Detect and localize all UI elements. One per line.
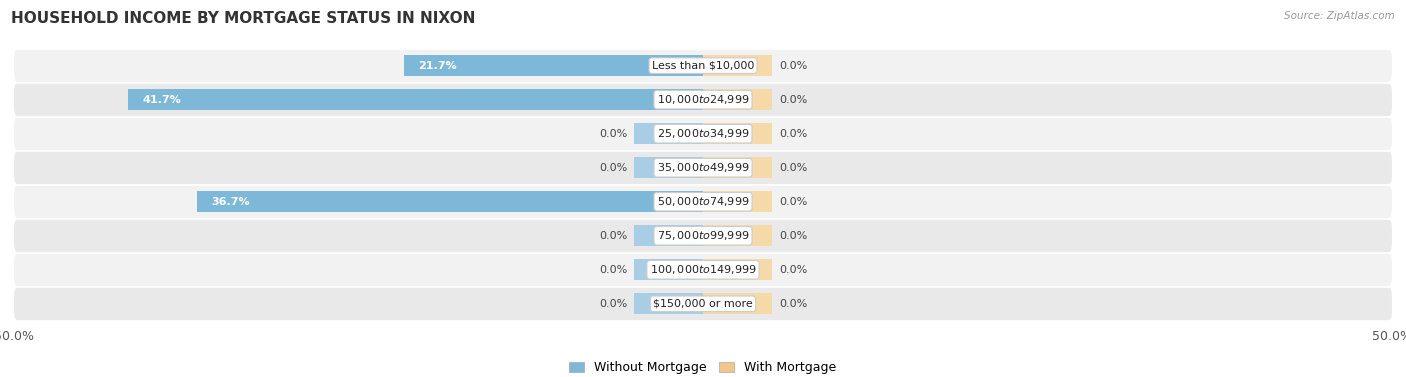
FancyBboxPatch shape — [14, 253, 1392, 287]
Text: 0.0%: 0.0% — [599, 163, 627, 173]
Text: 0.0%: 0.0% — [779, 61, 807, 70]
Bar — [703, 55, 772, 76]
Legend: Without Mortgage, With Mortgage: Without Mortgage, With Mortgage — [564, 356, 842, 377]
Text: 0.0%: 0.0% — [599, 231, 627, 241]
Bar — [634, 259, 703, 280]
Text: 0.0%: 0.0% — [599, 129, 627, 139]
Text: 0.0%: 0.0% — [779, 163, 807, 173]
Bar — [634, 123, 703, 144]
Bar — [703, 293, 772, 314]
Bar — [404, 55, 703, 76]
Text: 0.0%: 0.0% — [779, 95, 807, 105]
Bar — [634, 293, 703, 314]
Text: 21.7%: 21.7% — [418, 61, 457, 70]
Bar — [703, 157, 772, 178]
FancyBboxPatch shape — [14, 49, 1392, 83]
FancyBboxPatch shape — [14, 151, 1392, 185]
Text: $150,000 or more: $150,000 or more — [654, 299, 752, 309]
Text: $35,000 to $49,999: $35,000 to $49,999 — [657, 161, 749, 174]
Text: $50,000 to $74,999: $50,000 to $74,999 — [657, 195, 749, 208]
Text: 0.0%: 0.0% — [779, 129, 807, 139]
Text: 0.0%: 0.0% — [779, 231, 807, 241]
Text: Source: ZipAtlas.com: Source: ZipAtlas.com — [1284, 11, 1395, 21]
Bar — [634, 225, 703, 246]
FancyBboxPatch shape — [14, 185, 1392, 219]
FancyBboxPatch shape — [14, 219, 1392, 253]
Bar — [634, 157, 703, 178]
FancyBboxPatch shape — [14, 287, 1392, 321]
Bar — [703, 89, 772, 110]
Bar — [703, 259, 772, 280]
Text: 41.7%: 41.7% — [142, 95, 181, 105]
Text: 0.0%: 0.0% — [779, 197, 807, 207]
Text: 0.0%: 0.0% — [779, 299, 807, 309]
FancyBboxPatch shape — [14, 83, 1392, 117]
Text: 0.0%: 0.0% — [599, 299, 627, 309]
Text: 0.0%: 0.0% — [599, 265, 627, 275]
Text: $75,000 to $99,999: $75,000 to $99,999 — [657, 229, 749, 242]
Bar — [703, 225, 772, 246]
Text: $10,000 to $24,999: $10,000 to $24,999 — [657, 93, 749, 106]
Bar — [197, 191, 703, 212]
Text: Less than $10,000: Less than $10,000 — [652, 61, 754, 70]
Text: 36.7%: 36.7% — [211, 197, 250, 207]
Bar — [128, 89, 703, 110]
Text: 0.0%: 0.0% — [779, 265, 807, 275]
Text: $25,000 to $34,999: $25,000 to $34,999 — [657, 127, 749, 140]
FancyBboxPatch shape — [14, 117, 1392, 151]
Bar — [703, 123, 772, 144]
Bar — [703, 191, 772, 212]
Text: $100,000 to $149,999: $100,000 to $149,999 — [650, 263, 756, 276]
Text: HOUSEHOLD INCOME BY MORTGAGE STATUS IN NIXON: HOUSEHOLD INCOME BY MORTGAGE STATUS IN N… — [11, 11, 475, 26]
